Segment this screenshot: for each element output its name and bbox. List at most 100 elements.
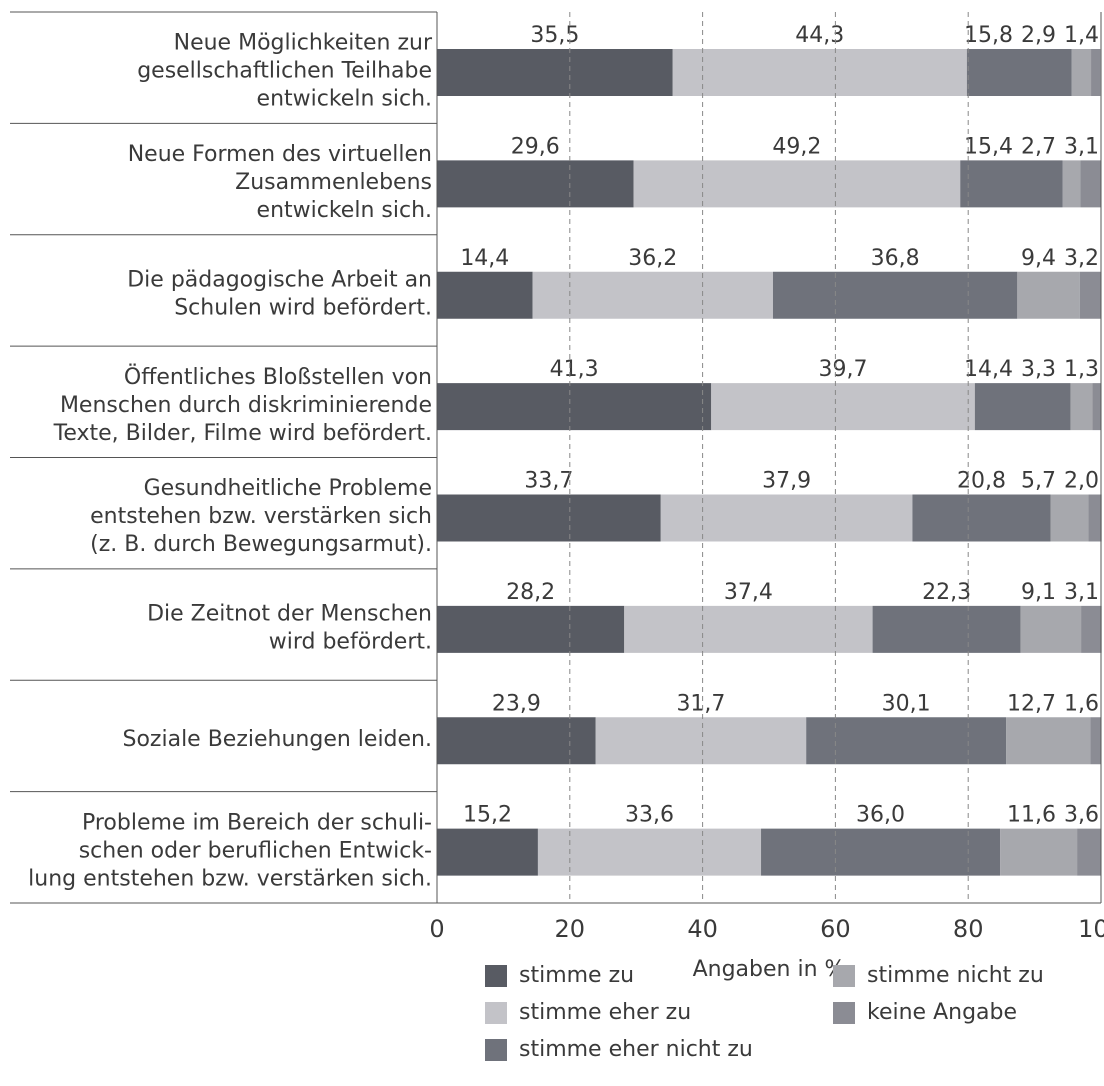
value-label: 37,4 [724, 580, 773, 605]
bar-segment [437, 717, 596, 765]
value-label: 36,2 [628, 246, 677, 271]
value-label: 49,2 [772, 134, 821, 159]
value-label: 28,2 [506, 580, 555, 605]
bar-segment [1092, 383, 1101, 431]
legend-label: stimme eher zu [519, 1000, 691, 1025]
value-label: 11,6 [1007, 803, 1056, 828]
category-label: Neue Möglichkeiten zur gesellschaftlichen… [137, 31, 433, 112]
legend-label: stimme nicht zu [867, 963, 1044, 988]
value-label: 14,4 [964, 357, 1013, 382]
category-line: (z. B. durch Bewegungsarmut). [90, 532, 432, 557]
bar-segment [660, 494, 913, 542]
category-line: Soziale Beziehungen leiden. [123, 727, 433, 752]
value-label: 41,3 [550, 357, 599, 382]
value-label: 36,0 [856, 803, 905, 828]
value-label: 29,6 [511, 134, 560, 159]
category-line: schen oder beruflichen Entwick- [79, 838, 432, 863]
bar-segment [624, 605, 873, 653]
legend-swatch [833, 965, 855, 987]
bar-segment [1017, 271, 1080, 319]
bar-segment [1080, 160, 1101, 208]
category-line: Gesundheitliche Probleme [144, 476, 432, 501]
bar-segment [1006, 717, 1091, 765]
bar-segment [974, 383, 1071, 431]
category-line: Probleme im Bereich der schuli- [82, 810, 432, 835]
x-tick-label: 80 [953, 915, 984, 943]
bar-segment [437, 494, 661, 542]
legend-swatch [833, 1002, 855, 1024]
legend-label: stimme eher nicht zu [519, 1037, 753, 1062]
bar-segment [1050, 494, 1089, 542]
value-label: 15,4 [964, 134, 1013, 159]
x-tick-label: 60 [820, 915, 851, 943]
bar-segment [437, 383, 712, 431]
bar-segment [1020, 605, 1082, 653]
value-label: 37,9 [762, 469, 811, 494]
category-label: Die Zeitnot der Menschen wird befördert. [147, 602, 432, 655]
value-label: 9,1 [1021, 580, 1056, 605]
bar-segment [1090, 717, 1101, 765]
value-label: 3,1 [1064, 580, 1099, 605]
legend-swatch [485, 1039, 507, 1061]
value-label: 31,7 [676, 691, 725, 716]
bar-segment [1091, 49, 1101, 96]
value-label: 2,7 [1021, 134, 1056, 159]
bar-segment [1088, 494, 1102, 542]
bar-segment [1077, 828, 1101, 876]
bar-segment [595, 717, 807, 765]
bar-segment [1000, 828, 1078, 876]
legend-label: keine Angabe [867, 1000, 1017, 1025]
value-label: 5,7 [1021, 469, 1056, 494]
value-label: 1,6 [1064, 691, 1099, 716]
bar-segment [1062, 160, 1081, 208]
bar-segment [437, 605, 625, 653]
bar-segment [437, 271, 533, 319]
value-label: 2,0 [1064, 469, 1099, 494]
category-label: Soziale Beziehungen leiden. [123, 727, 433, 752]
bar-segment [966, 49, 1072, 96]
bar-segment [960, 160, 1063, 208]
value-label: 15,8 [964, 23, 1013, 48]
value-label: 9,4 [1021, 246, 1056, 271]
category-line: Texte, Bilder, Filme wird befördert. [53, 421, 432, 446]
category-label: Neue Formen des virtuellen Zusammenlebens… [128, 142, 432, 223]
category-line: Die pädagogische Arbeit an [127, 267, 432, 292]
category-line: Menschen durch diskriminierende [60, 393, 432, 418]
bar-segment [1081, 605, 1102, 653]
category-line: entwickeln sich. [257, 198, 432, 223]
category-line: Zusammenlebens [235, 170, 432, 195]
value-label: 14,4 [460, 246, 509, 271]
value-label: 1,3 [1064, 357, 1099, 382]
category-label: Öffentliches Bloßstellen von Menschen dur… [53, 364, 432, 446]
bar-segment [872, 605, 1021, 653]
category-line: Schulen wird befördert. [174, 295, 432, 320]
value-label: 22,3 [922, 580, 971, 605]
category-line: entwickeln sich. [257, 87, 432, 112]
value-label: 15,2 [463, 803, 512, 828]
value-label: 33,6 [625, 803, 674, 828]
category-line: Neue Formen des virtuellen [128, 142, 432, 167]
category-line: lung entstehen bzw. verstärken sich. [28, 866, 432, 891]
value-label: 44,3 [795, 23, 844, 48]
value-label: 30,1 [882, 691, 931, 716]
x-tick-label: 100 [1078, 915, 1104, 943]
category-line: wird befördert. [269, 630, 432, 655]
bar-segment [537, 828, 762, 876]
value-label: 1,4 [1064, 23, 1099, 48]
category-line: gesellschaftlichen Teilhabe [137, 59, 432, 84]
bar-segment [1079, 271, 1101, 319]
value-label: 35,5 [530, 23, 579, 48]
value-label: 36,8 [871, 246, 920, 271]
bar-segment [532, 271, 773, 319]
bar-segment [912, 494, 1051, 542]
bar-segment [1070, 383, 1093, 431]
x-tick-label: 20 [555, 915, 586, 943]
value-label: 3,6 [1064, 803, 1099, 828]
x-tick-label: 40 [687, 915, 718, 943]
value-label: 3,3 [1021, 357, 1056, 382]
bar-segment [437, 828, 538, 876]
category-label: Gesundheitliche Probleme entstehen bzw. v… [90, 476, 432, 557]
legend-label: stimme zu [519, 963, 634, 988]
bar-segment [437, 49, 673, 96]
